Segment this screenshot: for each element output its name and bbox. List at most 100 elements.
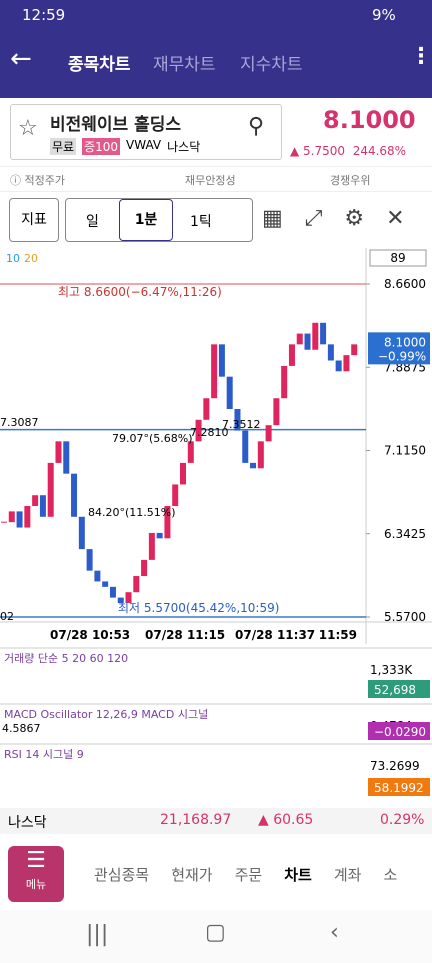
- candle: [109, 586, 116, 598]
- current-price-box: [368, 332, 430, 365]
- bottom-nav: 관심종목 현재가 주문 차트 계좌 소: [94, 864, 397, 885]
- tab[interactable]: 지수차트: [240, 55, 303, 75]
- period-box: [369, 249, 427, 267]
- more-button[interactable]: ⋮: [410, 44, 432, 69]
- nav-item[interactable]: 현재가: [171, 866, 213, 884]
- candle: [148, 532, 155, 560]
- y-tick-label: 5.5700: [384, 610, 426, 624]
- search-icon[interactable]: ⚲: [248, 114, 265, 139]
- panel-current-box: [368, 680, 430, 698]
- candle: [288, 344, 295, 366]
- system-nav: ||| ▢ ‹: [0, 910, 432, 963]
- info[interactable]: 재무안정성: [185, 174, 236, 187]
- candle: [281, 365, 288, 399]
- back-button[interactable]: ←: [10, 44, 32, 74]
- candle: [320, 322, 327, 345]
- candle: [117, 597, 124, 603]
- x-tick-label: 07/28 10:53: [50, 628, 130, 642]
- status-time: 12:59: [22, 6, 66, 24]
- info-row: ⓘ 적정주가 재무안정성 경쟁우위: [0, 166, 432, 192]
- indicator-button[interactable]: 지표: [9, 198, 59, 242]
- panel-current-box: [368, 778, 430, 796]
- index-change: ▲ 60.65: [258, 812, 314, 828]
- info[interactable]: 경쟁우위: [330, 174, 371, 187]
- low-label: 최저 5.5700(45.42%,10:59): [118, 601, 279, 615]
- candle: [195, 419, 202, 442]
- candle: [94, 570, 101, 582]
- nav-item[interactable]: 소: [383, 866, 398, 884]
- candle: [125, 592, 132, 603]
- candle: [172, 484, 179, 506]
- nav-item[interactable]: 주문: [234, 866, 263, 884]
- info-text: 적정주가: [24, 174, 65, 187]
- high-label: 최고 8.6600(−6.47%,11:26): [58, 285, 222, 299]
- tool-icons[interactable]: ▦⤢⚙✕: [262, 206, 427, 231]
- candle: [78, 516, 85, 550]
- current-change: −0.99%: [378, 349, 426, 363]
- panel-label: RSI 14 시그널 9: [4, 748, 84, 761]
- panel-top: 73.2699: [370, 759, 420, 773]
- annotation: 79.07°(5.68%): [112, 432, 193, 445]
- tag: VWAV: [126, 138, 162, 152]
- candle: [16, 511, 23, 528]
- panel-current: −0.0290: [374, 725, 426, 739]
- candle: [234, 409, 241, 431]
- index-change-value: 60.65: [273, 812, 314, 828]
- period-box-text: 89: [390, 251, 405, 265]
- candle: [335, 360, 342, 372]
- candle: [55, 441, 62, 463]
- candle: [133, 576, 140, 593]
- ma-label: 10: [6, 252, 20, 265]
- index-row: 나스닥 21,168.97 ▲ 60.65 0.29%: [0, 808, 432, 834]
- y-tick-label: 6.3425: [384, 527, 426, 541]
- tag: 나스닥: [167, 140, 201, 154]
- candle: [102, 581, 109, 587]
- candle: [351, 344, 358, 356]
- panel-top: 1,333K: [370, 663, 413, 677]
- candle: [71, 473, 78, 517]
- period-button[interactable]: 1틱: [190, 214, 212, 230]
- candle: [250, 462, 257, 469]
- candle: [47, 462, 54, 517]
- x-tick-label: 07/28 11:37: [235, 628, 315, 642]
- search-box[interactable]: [10, 104, 282, 160]
- current-price: 8.1000: [384, 335, 426, 349]
- menu-button[interactable]: ☰ 메뉴: [8, 846, 64, 902]
- annotation: 7.2810: [190, 426, 229, 439]
- star-icon[interactable]: ☆: [18, 116, 38, 141]
- period-button[interactable]: 1분: [119, 199, 173, 241]
- annotation: 7.3087: [0, 416, 39, 429]
- candle: [180, 462, 186, 485]
- change: 5.7500: [303, 144, 346, 158]
- candle: [8, 511, 15, 523]
- candle: [312, 322, 319, 350]
- candle: [296, 333, 303, 345]
- annotation: 84.20°(11.51%): [88, 506, 176, 519]
- index-pct: 0.29%: [380, 812, 425, 828]
- status-battery: 9%: [372, 6, 396, 24]
- ma-label: 20: [24, 252, 38, 265]
- candle: [273, 398, 280, 426]
- panel-label: MACD Oscillator 12,26,9 MACD 시그널: [4, 708, 208, 721]
- y-tick-label: 8.6600: [384, 277, 426, 291]
- x-tick-label: 11:59: [319, 628, 357, 642]
- price: 8.1000: [323, 106, 416, 134]
- candle: [226, 376, 233, 410]
- nav-item[interactable]: 계좌: [333, 866, 362, 884]
- change-pct: 244.68%: [352, 144, 407, 158]
- candle: [32, 495, 39, 506]
- info[interactable]: ⓘ 적정주가: [10, 174, 65, 187]
- candle: [265, 425, 272, 442]
- candle: [211, 344, 218, 399]
- tab[interactable]: 재무차트: [153, 55, 216, 75]
- nav-item[interactable]: 관심종목: [94, 866, 150, 884]
- candle: [203, 398, 210, 420]
- nav-item[interactable]: 차트: [284, 866, 312, 884]
- price-change: ▲ 5.7500 244.68%: [290, 144, 407, 158]
- period-button[interactable]: 일: [86, 214, 99, 230]
- panel-label: 거래량 단순 5 20 60 120: [4, 652, 128, 665]
- tab[interactable]: 종목차트: [68, 55, 131, 75]
- candle: [304, 333, 311, 350]
- tag: 증100: [82, 138, 121, 155]
